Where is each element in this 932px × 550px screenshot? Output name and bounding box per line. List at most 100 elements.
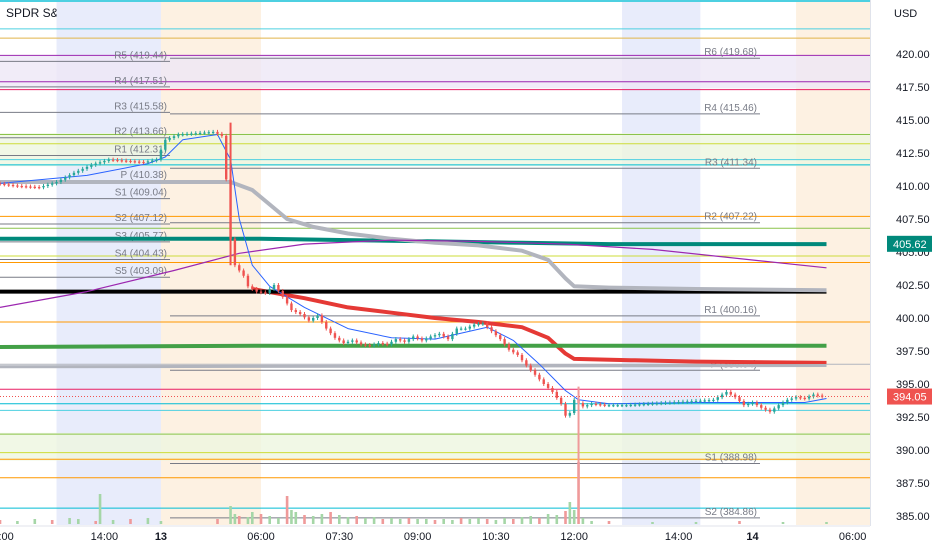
volume-bar [259,514,263,524]
volume-bar [16,521,19,524]
candle-body [412,336,415,340]
candle-body [7,184,10,186]
candle-body [690,401,693,403]
candle-body [312,318,315,321]
candle-body [272,285,276,289]
candle-body [103,160,106,163]
price-candles [0,122,870,510]
pivot-label: R2 (407.22) [704,212,757,223]
volume-bar [694,522,698,524]
candle-body [46,184,50,186]
time-tick-label: 10:30 [482,531,510,543]
candle-body [303,314,306,318]
price-tick-label: 385.00 [896,511,930,523]
volume-bar [0,520,2,524]
price-badge [887,235,932,252]
volume-bar [564,511,567,524]
candle-body [20,186,23,188]
candle-body [120,160,123,162]
candle-body [168,138,171,140]
candle-body [507,344,511,350]
volume-bar [546,514,550,524]
volume-bar [111,520,115,524]
candle-body [138,161,141,163]
candle-body [281,290,284,297]
candle-body [116,159,119,162]
candle-body [586,405,589,407]
candle-body [490,327,493,332]
candle-body [390,341,393,345]
candle-body [629,404,632,407]
candle-body [612,405,615,407]
pivot-label: S3 (405.77) [115,231,167,242]
candle-body [24,186,28,188]
indicator-line [0,236,827,247]
volume-bar [216,519,219,524]
volume-bar [329,512,332,524]
pivot-label: R6 (419.68) [704,47,757,58]
candle-body [190,133,193,135]
candle-body [185,133,189,136]
candle-body [559,397,563,404]
candle-body [94,163,97,165]
candle-body [216,131,219,134]
pivot-label: R1 (412.31) [114,145,167,156]
candle-body [355,340,358,343]
candle-body [394,339,398,342]
candle-body [416,336,419,339]
candle-body [564,403,567,416]
candle-body [459,328,463,330]
volume-bar [572,510,576,524]
volume-bar [277,518,280,524]
price-tick-label: 395.00 [896,379,930,391]
price-tick-label: 400.00 [896,313,930,325]
candle-body [81,168,84,171]
volume-bar [651,522,654,524]
candle-body [673,402,676,404]
candle-body [503,339,506,345]
volume-bar [229,506,232,524]
volume-bar [607,521,611,524]
candle-body [211,131,215,134]
candle-body [368,345,371,347]
candle-body [381,343,384,345]
candle-body [755,402,759,406]
candle-body [494,331,498,336]
candle-body [807,396,811,399]
candle-body [225,135,228,180]
candle-body [573,399,576,414]
volume-bar [407,518,411,524]
candle-body [642,404,645,406]
candle-body [90,164,93,167]
candle-body [803,397,806,400]
candle-body [146,161,150,163]
volume-bar [390,518,393,524]
volume-bar [233,514,237,524]
candle-body [33,186,36,188]
candle-body [651,403,654,405]
top-border [0,0,870,2]
candle-body [625,405,628,407]
pivot-label: S5 (403.09) [115,266,167,277]
candle-body [520,354,524,361]
volume-bar [825,522,828,524]
volume-bar [512,519,515,524]
candle-body [238,265,241,271]
candle-body [325,321,328,329]
candle-body [77,170,80,173]
candle-body [51,183,54,185]
indicator-lines [0,134,827,405]
time-tick-label: 13 [155,531,167,543]
indicator-line [0,134,827,405]
volume-bar [538,518,541,524]
candle-body [646,403,650,405]
candle-body [246,275,250,287]
volume-bar [781,522,785,524]
price-tick-label: 392.50 [896,412,930,424]
candle-body [638,404,641,406]
candle-body [333,333,337,338]
time-tick-label: 09:00 [404,531,432,543]
candle-body [733,394,737,398]
volume-bar [285,496,289,524]
